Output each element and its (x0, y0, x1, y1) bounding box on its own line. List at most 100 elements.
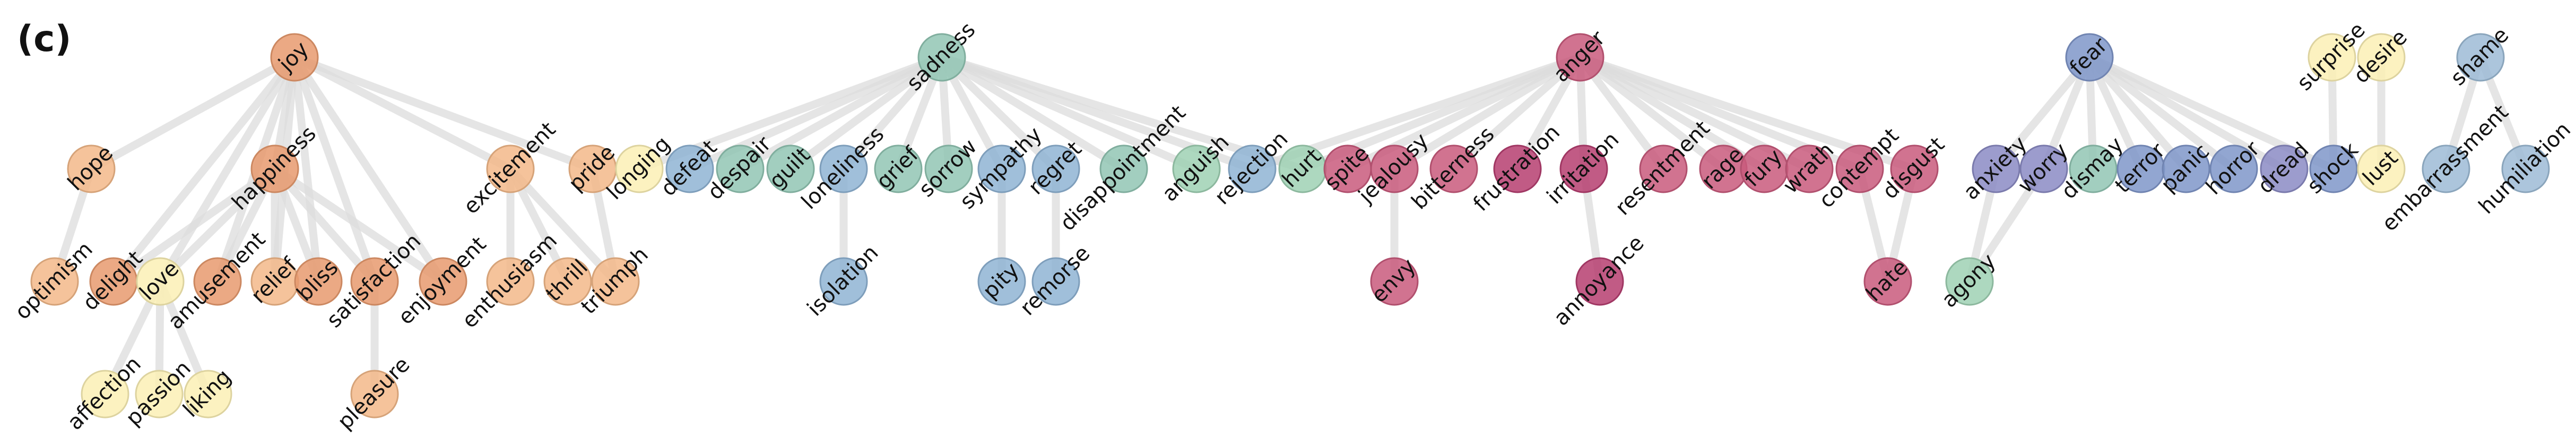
node-horror: horror (2201, 136, 2265, 200)
node-circle-regret (1031, 144, 1080, 193)
node-thrill: thrill (541, 255, 593, 306)
node-circle-frustration (1493, 144, 1542, 193)
edge-happiness-delight (109, 165, 279, 286)
node-dread: dread (2253, 138, 2313, 198)
edge-joy-hope (87, 53, 299, 173)
node-circle-longing (615, 144, 664, 193)
node-annoyance: annoyance (1549, 231, 1649, 331)
node-circle-guilt (766, 144, 815, 193)
node-circle-passion (135, 370, 184, 419)
node-circle-dismay (2069, 144, 2118, 193)
node-circle-horror (2209, 144, 2258, 193)
edge-excitement-triumph (506, 165, 620, 286)
node-label-optimism: optimism (10, 237, 97, 324)
node-label-annoyance: annoyance (1549, 231, 1649, 331)
node-circle-amusement (193, 257, 242, 306)
node-circle-dread (2260, 144, 2309, 193)
edge-happiness-enjoyment (271, 165, 447, 286)
node-circle-optimism (30, 257, 79, 306)
edge-fear-panic (2085, 53, 2190, 173)
edge-joy-excitement (290, 53, 515, 173)
node-circle-bitterness (1429, 144, 1478, 193)
node-circle-despair (716, 144, 765, 193)
node-circle-humiliation (2501, 144, 2550, 193)
node-fury: fury (1740, 144, 1789, 193)
node-shock: shock (2302, 138, 2363, 199)
edge-sadness-disappointment (938, 53, 1128, 173)
node-circle-fear (2065, 33, 2114, 82)
edge-sadness-loneliness (839, 53, 946, 173)
node-circle-loneliness (819, 144, 868, 193)
edge-sadness-guilt (786, 53, 946, 173)
edge-joy-pride (290, 53, 597, 173)
node-circle-jealousy (1370, 144, 1419, 193)
node-circle-sadness (917, 33, 966, 82)
node-circle-satisfaction (350, 257, 399, 306)
node-circle-pleasure (350, 370, 399, 419)
node-circle-lust (2357, 144, 2406, 193)
node-circle-hate (1863, 257, 1912, 306)
node-joy: joy (270, 33, 319, 82)
node-circle-panic (2162, 144, 2210, 193)
panel-label: (c) (17, 18, 71, 60)
node-circle-shock (2309, 144, 2358, 193)
node-circle-joy (270, 33, 319, 82)
node-circle-triumph (591, 257, 640, 306)
node-lust: lust (2357, 144, 2406, 193)
node-label-resentment: resentment (1611, 116, 1715, 220)
node-circle-disappointment (1099, 144, 1148, 193)
edge-sadness-despair (736, 53, 946, 173)
node-circle-grief (874, 144, 923, 193)
node-terror: terror (2111, 138, 2170, 198)
node-hate: hate (1861, 255, 1912, 306)
edge-joy-bliss (290, 53, 323, 286)
node-circle-envy (1370, 257, 1419, 306)
node-bliss: bliss (292, 255, 343, 306)
node-circle-happiness (250, 144, 299, 193)
node-circle-anger (1556, 33, 1604, 82)
node-circle-irritation (1559, 144, 1608, 193)
edge-joy-enjoyment (290, 53, 447, 286)
node-circle-wrath (1785, 144, 1834, 193)
node-relief: relief (247, 253, 302, 309)
node-circle-defeat (665, 144, 714, 193)
node-circle-worry (2019, 144, 2068, 193)
node-circle-affection (81, 370, 129, 419)
node-circle-pity (977, 257, 1026, 306)
node-circle-resentment (1639, 144, 1688, 193)
node-circle-annoyance (1575, 257, 1624, 306)
edge-joy-delight (109, 53, 299, 286)
node-shame: shame (2446, 23, 2513, 90)
edge-anger-jealousy (1390, 53, 1584, 173)
edge-happiness-satisfaction (271, 165, 379, 286)
node-optimism: optimism (10, 237, 97, 324)
node-circle-embarrassment (2422, 144, 2470, 193)
node-circle-love (136, 257, 185, 306)
node-love: love (135, 257, 185, 306)
node-circle-hope (67, 144, 116, 193)
node-circle-enjoyment (419, 257, 467, 306)
edge-happiness-love (156, 165, 279, 286)
edge-fear-anxiety (1992, 53, 2094, 173)
node-circle-desire (2357, 33, 2406, 82)
node-circle-disgust (1890, 144, 1939, 193)
node-guilt: guilt (765, 143, 815, 193)
node-circle-liking (184, 370, 232, 419)
node-circle-rejection (1228, 144, 1277, 193)
node-hurt: hurt (1278, 144, 1327, 193)
node-envy: envy (1367, 254, 1420, 308)
node-circle-enthusiasm (486, 257, 535, 306)
node-circle-bliss (294, 257, 343, 306)
node-circle-excitement (486, 144, 535, 193)
node-resentment: resentment (1611, 116, 1715, 220)
node-circle-sorrow (924, 144, 973, 193)
node-circle-remorse (1031, 257, 1080, 306)
node-circle-isolation (819, 257, 868, 306)
node-circle-shame (2456, 33, 2505, 82)
edge-sadness-regret (938, 53, 1060, 173)
node-fear: fear (2065, 33, 2114, 82)
node-agony: agony (1937, 249, 2001, 313)
node-pity: pity (977, 257, 1026, 306)
